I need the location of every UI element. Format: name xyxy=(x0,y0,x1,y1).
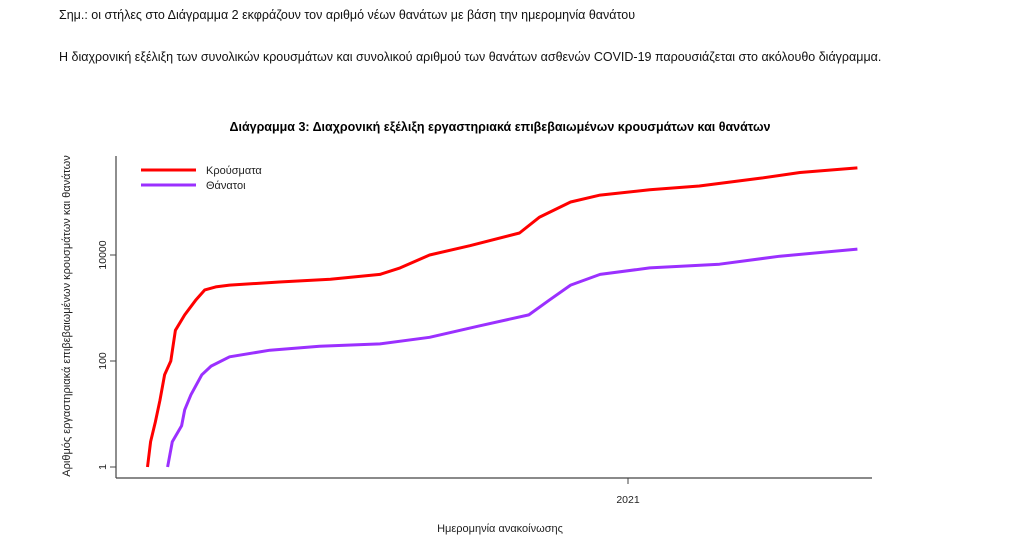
legend: Κρούσματα Θάνατοι xyxy=(141,165,262,192)
chart-title: Διάγραμμα 3: Διαχρονική εξέλιξη εργαστηρ… xyxy=(229,120,770,134)
y-tick-label: 10000 xyxy=(97,240,109,269)
x-tick-label: 2021 xyxy=(616,494,640,506)
y-axis-label: Αριθμός εργαστηριακά επιβεβαιωμένων κρου… xyxy=(61,155,73,477)
legend-label: Κρούσματα xyxy=(206,165,262,177)
x-axis-label: Ημερομηνία ανακοίνωσης xyxy=(437,523,563,535)
legend-label: Θάνατοι xyxy=(206,180,246,192)
y-tick-label: 100 xyxy=(97,352,109,370)
series-line-cases xyxy=(146,166,858,468)
intro-paragraph: Η διαχρονική εξέλιξη των συνολικών κρουσ… xyxy=(59,50,882,64)
note-text: Σημ.: οι στήλες στο Διάγραμμα 2 εκφράζου… xyxy=(59,8,636,22)
y-tick-label: 1 xyxy=(97,464,109,470)
series-line-deaths xyxy=(166,247,858,468)
